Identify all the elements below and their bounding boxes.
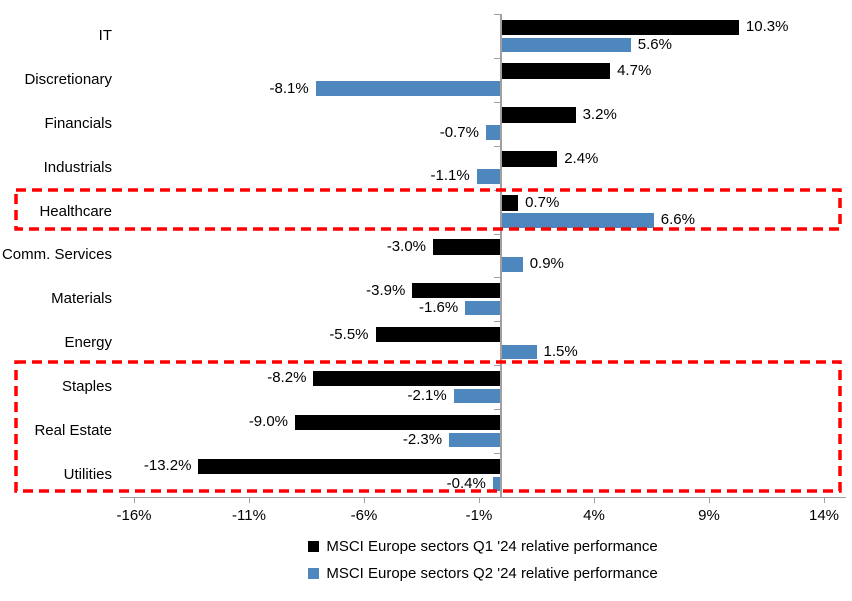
value-label: 0.9%	[529, 255, 564, 273]
bar-q2	[502, 257, 523, 272]
legend-item-q2: MSCI Europe sectors Q2 '24 relative perf…	[308, 563, 658, 584]
x-axis-tick	[709, 497, 710, 503]
value-label: -2.1%	[407, 386, 447, 404]
y-axis-tick	[494, 14, 501, 15]
bar-q1	[502, 107, 576, 123]
bar-q2	[502, 37, 631, 52]
category-label: Energy	[64, 334, 112, 352]
bar-q2	[465, 300, 502, 316]
value-label: -2.3%	[402, 430, 443, 448]
legend-swatch-q2-icon	[308, 568, 320, 579]
y-axis-line	[500, 14, 502, 497]
x-axis-tick-label: 14%	[808, 507, 840, 524]
y-axis-tick	[494, 101, 501, 103]
bar-q2	[315, 81, 502, 96]
value-label: -5.5%	[329, 325, 369, 343]
x-axis-tick-label: -1%	[465, 507, 493, 524]
x-axis-tick	[364, 497, 365, 503]
bar-q1	[502, 195, 519, 211]
legend-swatch-q1-icon	[308, 541, 320, 552]
legend-label-q1: MSCI Europe sectors Q1 '24 relative perf…	[326, 538, 658, 555]
value-label: -0.4%	[446, 474, 486, 492]
category-label: Materials	[51, 290, 112, 308]
bar-q1	[412, 282, 502, 299]
value-label: 5.6%	[637, 35, 672, 53]
bar-q1	[502, 63, 611, 79]
x-axis-tick-label: 4%	[583, 507, 605, 524]
value-label: 6.6%	[660, 211, 695, 229]
bar-q2	[453, 388, 502, 404]
x-axis-tick-label: -11%	[232, 507, 266, 524]
bar-q2	[476, 169, 502, 184]
legend: MSCI Europe sectors Q1 '24 relative perf…	[120, 536, 846, 584]
highlight-box-healthcare	[14, 188, 842, 231]
value-label: -13.2%	[143, 457, 192, 475]
value-label: 10.3%	[745, 18, 789, 36]
bar-q1	[502, 151, 558, 167]
x-axis-line	[120, 497, 846, 498]
category-label: Staples	[61, 378, 112, 396]
bar-q1	[313, 370, 502, 387]
bar-q2	[485, 125, 502, 140]
category-label: Comm. Services	[1, 246, 112, 264]
value-label: 2.4%	[564, 149, 599, 167]
bar-q2	[502, 344, 537, 360]
category-label: Utilities	[63, 465, 112, 483]
bar-q1	[198, 458, 502, 474]
y-axis-tick	[494, 233, 501, 235]
legend-label-q2: MSCI Europe sectors Q2 '24 relative perf…	[326, 565, 658, 582]
category-label: Discretionary	[24, 70, 112, 88]
value-label: -8.1%	[269, 79, 309, 97]
x-axis-tick-label: -16%	[116, 507, 152, 524]
value-label: -0.7%	[439, 123, 479, 141]
value-label: 4.7%	[617, 62, 652, 80]
value-label: 0.7%	[525, 193, 560, 211]
category-label: Financials	[44, 114, 112, 132]
y-axis-tick	[494, 57, 501, 59]
x-axis-tick-label: -6%	[350, 507, 378, 524]
x-axis-tick-label: 9%	[698, 507, 720, 524]
value-label: -1.1%	[430, 167, 470, 185]
x-axis-tick	[249, 497, 250, 503]
x-axis-tick	[134, 497, 135, 503]
x-axis-tick	[479, 497, 480, 503]
value-label: -3.9%	[366, 281, 406, 299]
value-label: -1.6%	[419, 299, 459, 317]
value-label: -8.2%	[267, 369, 307, 387]
category-label: IT	[98, 26, 112, 44]
value-label: 3.2%	[582, 106, 617, 124]
legend-item-q1: MSCI Europe sectors Q1 '24 relative perf…	[308, 536, 658, 557]
value-label: 1.5%	[543, 343, 578, 361]
x-axis-tick	[594, 497, 595, 503]
x-axis-tick	[824, 497, 825, 503]
y-axis-tick	[494, 321, 501, 323]
bar-q1	[295, 414, 502, 431]
bar-q1	[433, 239, 502, 255]
bar-q1	[375, 326, 502, 343]
bar-q2	[449, 432, 502, 448]
category-label: Industrials	[43, 158, 112, 176]
y-axis-tick	[494, 145, 501, 147]
category-label: Healthcare	[39, 202, 112, 220]
value-label: -9.0%	[248, 413, 288, 431]
category-label: Real Estate	[34, 422, 112, 440]
value-label: -3.0%	[386, 237, 426, 255]
bar-q2	[502, 213, 654, 228]
bar-q1	[502, 19, 739, 35]
y-axis-tick	[494, 277, 501, 279]
